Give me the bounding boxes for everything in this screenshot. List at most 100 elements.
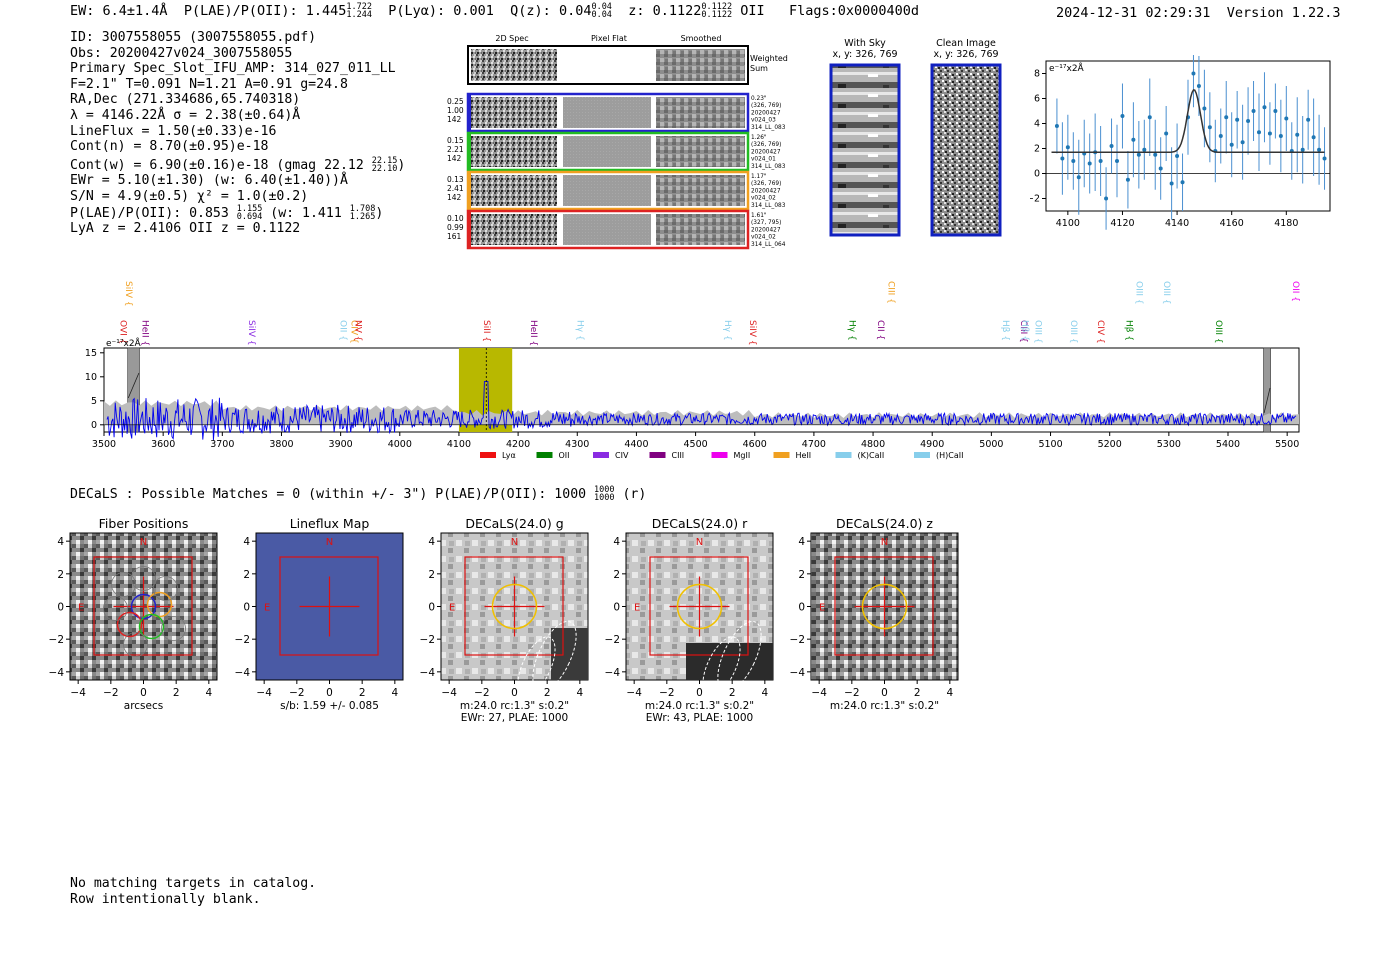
decals-ytick-label: 4 [428,536,435,548]
cutout-row-right-label: 314_LL_064 [751,242,786,248]
decals-ytick-label: −2 [790,634,805,646]
cutout-smoothed [656,97,745,128]
clean-title-block: Clean Image x, y: 326, 769 [926,38,1006,60]
decals-xtick-label: −4 [811,687,827,699]
cutout-row-right-label: 1.26" [751,135,767,141]
spectral-line-label-top: CIII { [885,281,895,304]
compass-east: E [449,603,455,614]
cutout-row-right-label: 1.17" [751,174,767,180]
line-fit-ytick-label: 2 [1034,144,1040,155]
decals-ytick-label: −4 [49,667,65,679]
line-fit-point [1300,147,1305,152]
plae-value: P(LAE)/P(OII): 1.445 [183,3,347,19]
fiber-circle-outline [111,572,136,597]
legend-swatch [593,452,609,458]
decals-ytick-label: 2 [428,569,435,581]
cutout-pixelflat [563,214,651,245]
legend-swatch [914,452,930,458]
cutout-row-left-label: 0.15 [447,136,464,145]
decals-xtick-label: −4 [70,687,86,699]
header-bar: EW: 6.4±1.4Å P(LAE)/P(OII): 1.445 1.722 1.… [70,3,919,20]
line-fit-point [1098,159,1103,163]
line-fit-point [1202,106,1207,111]
decals-panel-title: DECaLS(24.0) g [465,516,563,531]
cutout-row-right-label: 1.61" [751,213,767,219]
line-fit-point [1267,131,1272,136]
spectrum-ytick-label: 5 [91,396,97,407]
cutout-smoothed [656,136,745,167]
line-fit-point [1295,132,1300,137]
fiber-circle-outline [153,576,178,601]
line-fit-point [1158,166,1163,171]
decals-caption: arcsecs [124,700,163,712]
info-lambda: λ = 4146.22Å σ = 2.38(±0.64)Å [70,107,301,123]
footer-line-2: Row intentionally blank. [70,891,261,907]
decals-ytick-label: 4 [613,536,620,548]
decals-ytick-label: 2 [57,569,64,581]
cutout-row-right-label: 20200427 [751,227,781,233]
decals-ytick-label: 2 [243,569,250,581]
spectrum-series [106,381,1297,441]
fiber-circle-outline [161,616,186,641]
spectral-line-label: NV { [352,320,362,341]
info-obs: Obs: 20200427v024_3007558055 [70,45,293,61]
info-id: ID: 3007558055 (3007558055.pdf) [70,30,317,45]
cutout-row-left-label: 2.41 [447,184,464,193]
cutout-row-left-label: 0.10 [447,214,464,223]
line-fit-plot: e⁻¹⁷x2Å 4100 4120 4140 4160 4180 8 6 4 2 0 −2 [1030,55,1331,230]
spectrum-xtick-label: 5300 [1157,439,1181,450]
legend-swatch [649,452,666,458]
line-fit-point [1153,152,1158,157]
fiber-circle-outline [123,632,148,657]
info-params: F=2.1" T=0.091 N=1.21 A=0.91 g=24.8 [70,76,348,92]
line-fit-point [1136,152,1141,157]
line-fit-point [1229,142,1234,147]
line-fit-point [1306,117,1311,122]
decals-ytick-label: −4 [790,667,806,679]
spectrum-xtick-label: 3600 [151,439,175,450]
line-fit-point [1322,156,1327,161]
line-fit-xtick-label: 4120 [1110,218,1134,229]
line-fit-point [1196,84,1201,88]
plae2-lo: 0.694 [236,211,263,222]
compass-north: N [696,537,703,548]
legend-swatch [835,452,852,458]
decals-panels: Fiber Positions N E 4 2 0 −2 −4 −4 −2 0 2 4 arcsecs Li… [49,516,959,724]
decals-aperture-box [279,556,379,656]
decals-panel-title: Fiber Positions [99,516,189,531]
spectral-line-label: Hβ { [1020,320,1030,341]
line-fit-point [1104,196,1109,201]
contw-lo: 22.10 [371,163,398,174]
weighted-sum-label-1: Weighted [750,54,788,63]
spectral-line-label: OVI { [118,320,128,344]
line-fit-point [1257,130,1261,135]
cutout-row-left-label: 142 [447,193,462,202]
spectrum-xtick-label: 5100 [1038,439,1062,450]
spectrum-ytick-label: 10 [85,372,97,383]
line-fit-point [1224,115,1229,120]
decals-caption: m:24.0 rc:1.3" s:0.2" [830,700,939,712]
cutout-row-marker [468,133,471,170]
spectrum-legend: Lyα OII CIV CIII MgII HeII (K)CaII (H)CaII [480,451,963,460]
cutout-row-left-label: 142 [447,115,462,124]
spectrum-mask-left-hatch [127,372,140,399]
cutout-header-2dspec: 2D Spec [495,34,528,43]
compass-east: E [819,603,825,614]
decals-aperture-circle [861,583,908,630]
spectrum-xtick-label: 5500 [1275,439,1299,450]
line-fit-point [1071,159,1076,163]
decals-xtick-label: 0 [326,687,333,699]
line-fit-point [1120,114,1125,118]
decals-ytick-label: 4 [243,536,250,548]
decals-title-text: DECaLS : Possible Matches = 0 (within +/… [70,487,587,502]
cutout-row-marker [468,94,471,131]
clean-image [930,63,1002,237]
info-slot: Primary Spec_Slot_IFU_AMP: 314_027_011_L… [70,61,396,77]
spectrum-xtick-label: 3800 [269,439,293,450]
spectral-line-label-top: OIII { [1161,281,1171,305]
decals-panel-title: Lineflux Map [290,516,370,531]
compass-east: E [634,603,640,614]
spectrum-axes: 3500 3600 3700 3800 3900 4000 4100 4200 4300 4400… [85,348,1299,450]
line-fit-point [1311,135,1316,140]
line-fit-point [1087,161,1092,166]
